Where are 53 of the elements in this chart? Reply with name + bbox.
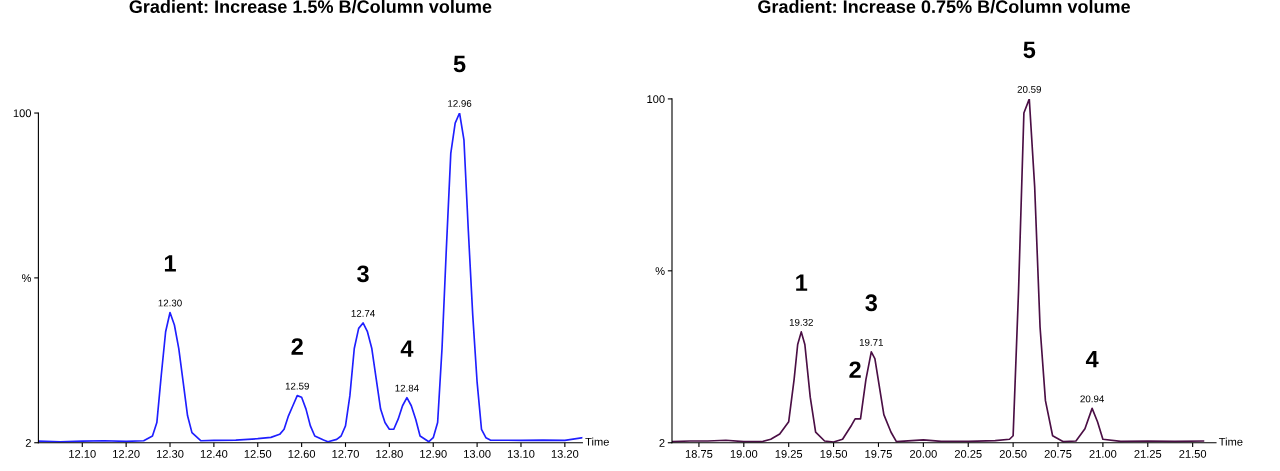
annotation: 20.59 [1017,85,1041,93]
y-tick-label: % [21,274,32,282]
x-tick-label: 20.50 [999,449,1027,458]
annotation: 5 [1023,41,1036,59]
annotation: 5 [453,55,466,73]
x-tick-label: 12.90 [420,449,447,458]
annotation: 4 [400,340,414,357]
x-axis-title: Time [1218,437,1243,446]
x-tick-label: 21.50 [1179,449,1207,458]
annotation: 12.30 [158,299,182,307]
x-tick-label: 19.00 [730,449,758,458]
chart-title: Gradient: Increase 1.5% B/Column volume [129,0,492,14]
annotation: 3 [357,265,369,283]
y-tick-label: 100 [647,95,665,104]
x-tick-label: 12.20 [113,449,140,458]
x-tick-label: 12.10 [69,449,96,458]
x-tick-label: 12.50 [244,449,272,458]
x-tick-label: 19.25 [775,449,803,458]
x-tick-label: 21.25 [1134,449,1162,458]
annotation: 1 [164,255,176,272]
x-tick-label: 19.75 [865,449,892,458]
x-tick-label: 12.70 [332,449,359,458]
annotation: 1 [796,274,808,291]
x-tick-label: 12.80 [376,449,403,458]
y-tick-label: 100 [13,109,32,118]
annotation: 19.32 [789,318,813,326]
x-tick-label: 13.20 [551,449,579,458]
y-tick-label: 2 [25,439,31,447]
chart-title: Gradient: Increase 0.75% B/Column volume [758,0,1131,14]
y-tick-label: % [655,267,665,275]
x-tick-label: 13.00 [464,449,491,458]
annotation: 12.96 [448,100,472,107]
x-axis-title: Time [585,437,609,446]
annotation: 12.74 [351,310,375,317]
x-tick-label: 12.40 [200,449,228,458]
annotation: 2 [291,338,303,355]
x-tick-label: 12.30 [156,449,184,458]
x-tick-label: 12.60 [288,449,316,458]
annotation: 19.71 [859,338,883,346]
x-tick-label: 19.50 [820,449,848,458]
x-tick-label: 20.75 [1044,449,1072,458]
y-tick-label: 2 [659,439,665,447]
annotation: 3 [865,294,877,312]
annotation: 12.59 [285,382,309,390]
x-tick-label: 18.75 [685,449,713,458]
x-tick-label: 13.10 [507,449,535,458]
x-tick-label: 20.25 [954,449,982,458]
annotation: 20.94 [1080,395,1104,403]
annotation: 12.84 [395,384,419,392]
annotation: 4 [1085,351,1099,368]
x-tick-label: 20.00 [910,449,937,458]
x-tick-label: 21.00 [1089,449,1117,458]
annotation: 2 [849,361,861,378]
